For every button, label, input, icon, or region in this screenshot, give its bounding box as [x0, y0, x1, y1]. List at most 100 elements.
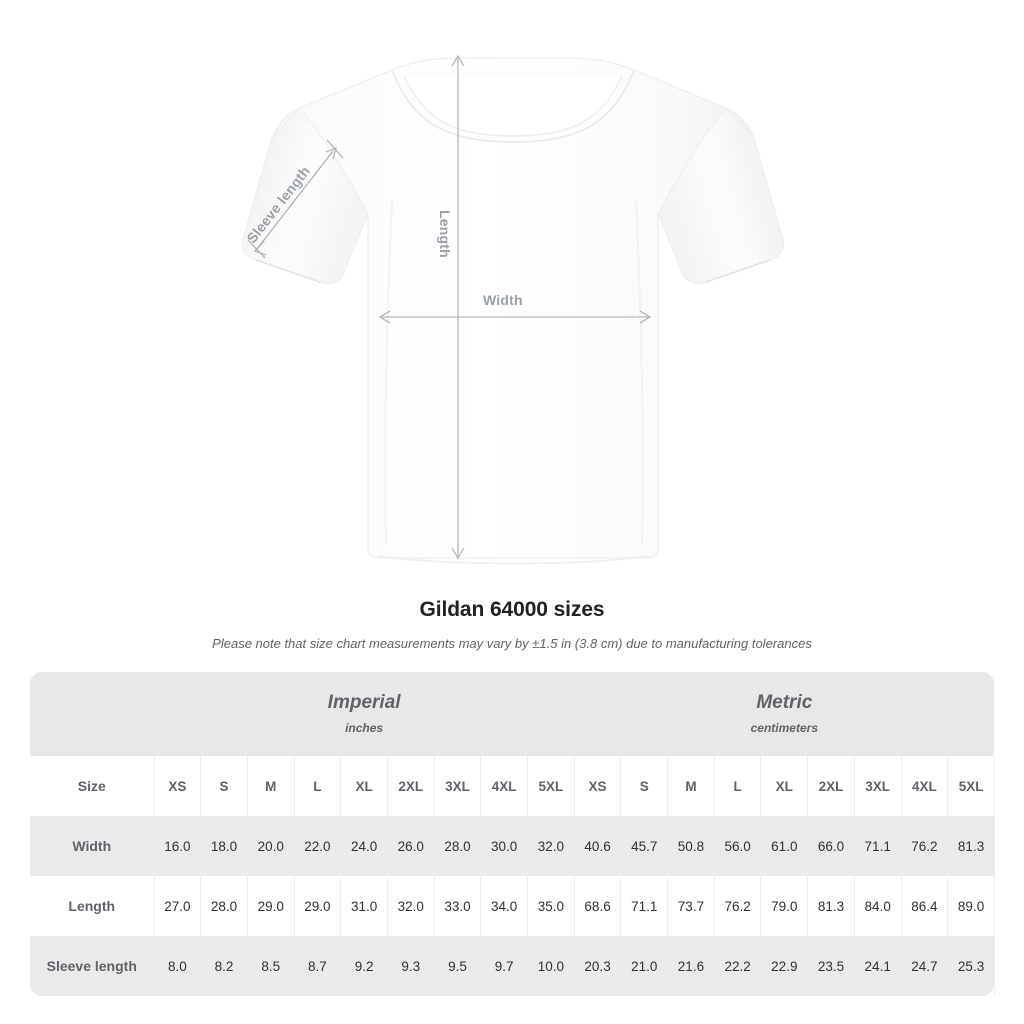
measurement-cell: 8.0 — [153, 936, 202, 996]
measurement-cell: 61.0 — [760, 816, 809, 876]
size-column-header: 2XL — [386, 756, 435, 816]
size-column-header: L — [713, 756, 762, 816]
measurement-cell: 24.0 — [340, 816, 388, 876]
tshirt-diagram-svg — [241, 54, 785, 565]
unit-group-metric-name: Metric — [756, 692, 813, 714]
size-column-header: XL — [760, 756, 809, 816]
bottom-hem — [377, 555, 649, 565]
shirt-shape — [241, 57, 785, 565]
left-sleeve — [242, 107, 369, 285]
size-column-header: M — [246, 756, 295, 816]
length-dimension-label: Length — [437, 210, 453, 258]
measurement-row-label: Sleeve length — [30, 936, 154, 996]
measurement-cell: 81.3 — [947, 816, 995, 876]
measurement-cell: 21.0 — [620, 936, 669, 996]
measurement-cell: 24.1 — [853, 936, 902, 996]
size-table: Imperial inches Metric centimeters Size … — [30, 672, 995, 996]
width-arrow-left — [378, 310, 391, 324]
measurement-cell: 8.5 — [246, 936, 295, 996]
measurement-cell: 31.0 — [340, 876, 388, 936]
size-column-header: XL — [340, 756, 388, 816]
length-arrow-bottom — [451, 547, 465, 560]
measurement-cell: 24.7 — [900, 936, 949, 996]
measurement-cell: 23.5 — [807, 936, 855, 996]
measurement-cell: 84.0 — [853, 876, 902, 936]
size-header-row: Size XS S M L XL 2XL 3XL 4XL 5XL XS S M L XL 2XL 3XL 4XL… — [30, 756, 995, 816]
measurement-cell: 50.8 — [667, 816, 715, 876]
measurement-row-label: Width — [30, 816, 154, 876]
measurement-cell: 32.0 — [386, 876, 435, 936]
measurement-cell: 79.0 — [760, 876, 809, 936]
size-column-header: S — [200, 756, 248, 816]
unit-group-imperial-name: Imperial — [327, 692, 401, 714]
measurement-cell: 22.0 — [293, 816, 342, 876]
length-arrow-top — [451, 54, 465, 67]
measurement-cell: 76.2 — [713, 876, 762, 936]
measurement-cell: 20.0 — [246, 816, 295, 876]
size-column-header: 4XL — [900, 756, 949, 816]
sleeve-arrow-upper — [325, 147, 337, 160]
tshirt-illustration: Length Width Sleeve length — [241, 54, 785, 565]
measurement-cell: 26.0 — [386, 816, 435, 876]
unit-group-metric: Metric centimeters — [574, 672, 995, 756]
measurement-cell: 89.0 — [947, 876, 995, 936]
fold-left — [384, 199, 393, 546]
sleeve-arrow-lower — [254, 240, 267, 256]
measurement-cell: 18.0 — [200, 816, 248, 876]
width-dimension-label: Width — [483, 292, 523, 308]
right-sleeve-hem — [705, 259, 771, 283]
table-row: Sleeve length 8.0 8.2 8.5 8.7 9.2 9.3 9.5 9.7 10.… — [30, 936, 995, 996]
size-column-header: S — [620, 756, 669, 816]
size-column-header: XS — [153, 756, 202, 816]
measurement-cell: 34.0 — [480, 876, 528, 936]
measurement-cell: 22.2 — [713, 936, 762, 996]
sleeve-guide-line — [256, 150, 334, 250]
sleeve-tick-upper — [326, 139, 344, 159]
measurement-cell: 10.0 — [527, 936, 575, 996]
size-table-container: Imperial inches Metric centimeters Size … — [30, 672, 995, 996]
measurement-cell: 71.1 — [620, 876, 669, 936]
measurement-guides — [247, 54, 652, 560]
right-sleeve — [657, 107, 784, 285]
measurement-cell: 35.0 — [527, 876, 575, 936]
size-column-header: 4XL — [480, 756, 528, 816]
measurement-cell: 9.5 — [433, 936, 482, 996]
unit-group-metric-unit: centimeters — [750, 720, 818, 735]
measurement-cell: 9.7 — [480, 936, 528, 996]
measurement-cell: 8.7 — [293, 936, 342, 996]
measurement-row-label: Length — [30, 876, 154, 936]
measurement-cell: 27.0 — [153, 876, 202, 936]
measurement-cell: 30.0 — [480, 816, 528, 876]
measurement-cell: 73.7 — [667, 876, 715, 936]
size-column-header: 3XL — [433, 756, 482, 816]
measurement-cell: 21.6 — [667, 936, 715, 996]
unit-group-row: Imperial inches Metric centimeters — [30, 672, 995, 756]
measurement-cell: 32.0 — [527, 816, 575, 876]
left-sleeve-hem — [255, 259, 321, 283]
size-column-header: 2XL — [807, 756, 855, 816]
page-title: Gildan 64000 sizes — [419, 598, 605, 621]
size-column-header: XS — [573, 756, 622, 816]
measurement-cell: 25.3 — [947, 936, 995, 996]
row-header-size: Size — [30, 756, 154, 816]
measurement-cell: 29.0 — [293, 876, 342, 936]
size-column-header: 3XL — [853, 756, 902, 816]
sleeve-tick-lower — [247, 239, 266, 259]
measurement-cell: 9.3 — [386, 936, 435, 996]
table-row: Width 16.0 18.0 20.0 22.0 24.0 26.0 28.0 30.0 32.… — [30, 816, 995, 876]
fold-right — [635, 199, 644, 546]
size-column-header: 5XL — [527, 756, 575, 816]
measurement-cell: 66.0 — [807, 816, 855, 876]
unit-band-spacer — [30, 672, 154, 756]
measurement-cell: 16.0 — [153, 816, 202, 876]
measurement-cell: 45.7 — [620, 816, 669, 876]
measurement-cell: 20.3 — [573, 936, 622, 996]
measurement-cell: 40.6 — [573, 816, 622, 876]
measurement-cell: 86.4 — [900, 876, 949, 936]
measurement-cell: 28.0 — [433, 816, 482, 876]
chart-header: Gildan 64000 sizes Please note that size… — [0, 598, 1024, 651]
tolerance-note: Please note that size chart measurements… — [212, 636, 812, 651]
width-arrow-right — [639, 310, 652, 324]
measurement-cell: 81.3 — [807, 876, 855, 936]
